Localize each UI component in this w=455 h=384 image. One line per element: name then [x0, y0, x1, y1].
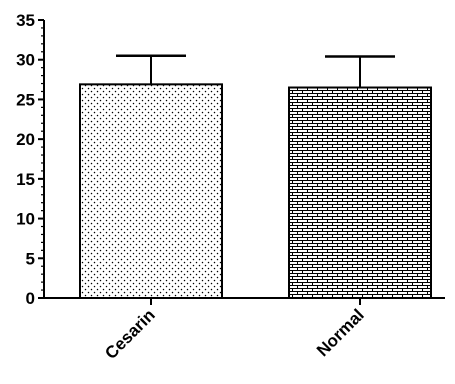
y-tick-label: 30 — [16, 51, 35, 70]
y-tick-label: 5 — [26, 249, 35, 268]
y-tick-label: 15 — [16, 170, 35, 189]
y-tick-label: 20 — [16, 130, 35, 149]
bar-normal — [288, 86, 432, 299]
y-tick-label: 0 — [26, 289, 35, 308]
y-tick-label: 10 — [16, 210, 35, 229]
y-tick-label: 25 — [16, 90, 35, 109]
x-tick-label: Normal — [313, 305, 368, 360]
x-tick-label: Cesarin — [101, 305, 159, 363]
y-tick-label: 35 — [16, 11, 35, 30]
plot-area: 0 5 10 15 20 25 30 35 Cesarin Normal — [16, 11, 445, 363]
bar-cesarin — [79, 83, 223, 299]
